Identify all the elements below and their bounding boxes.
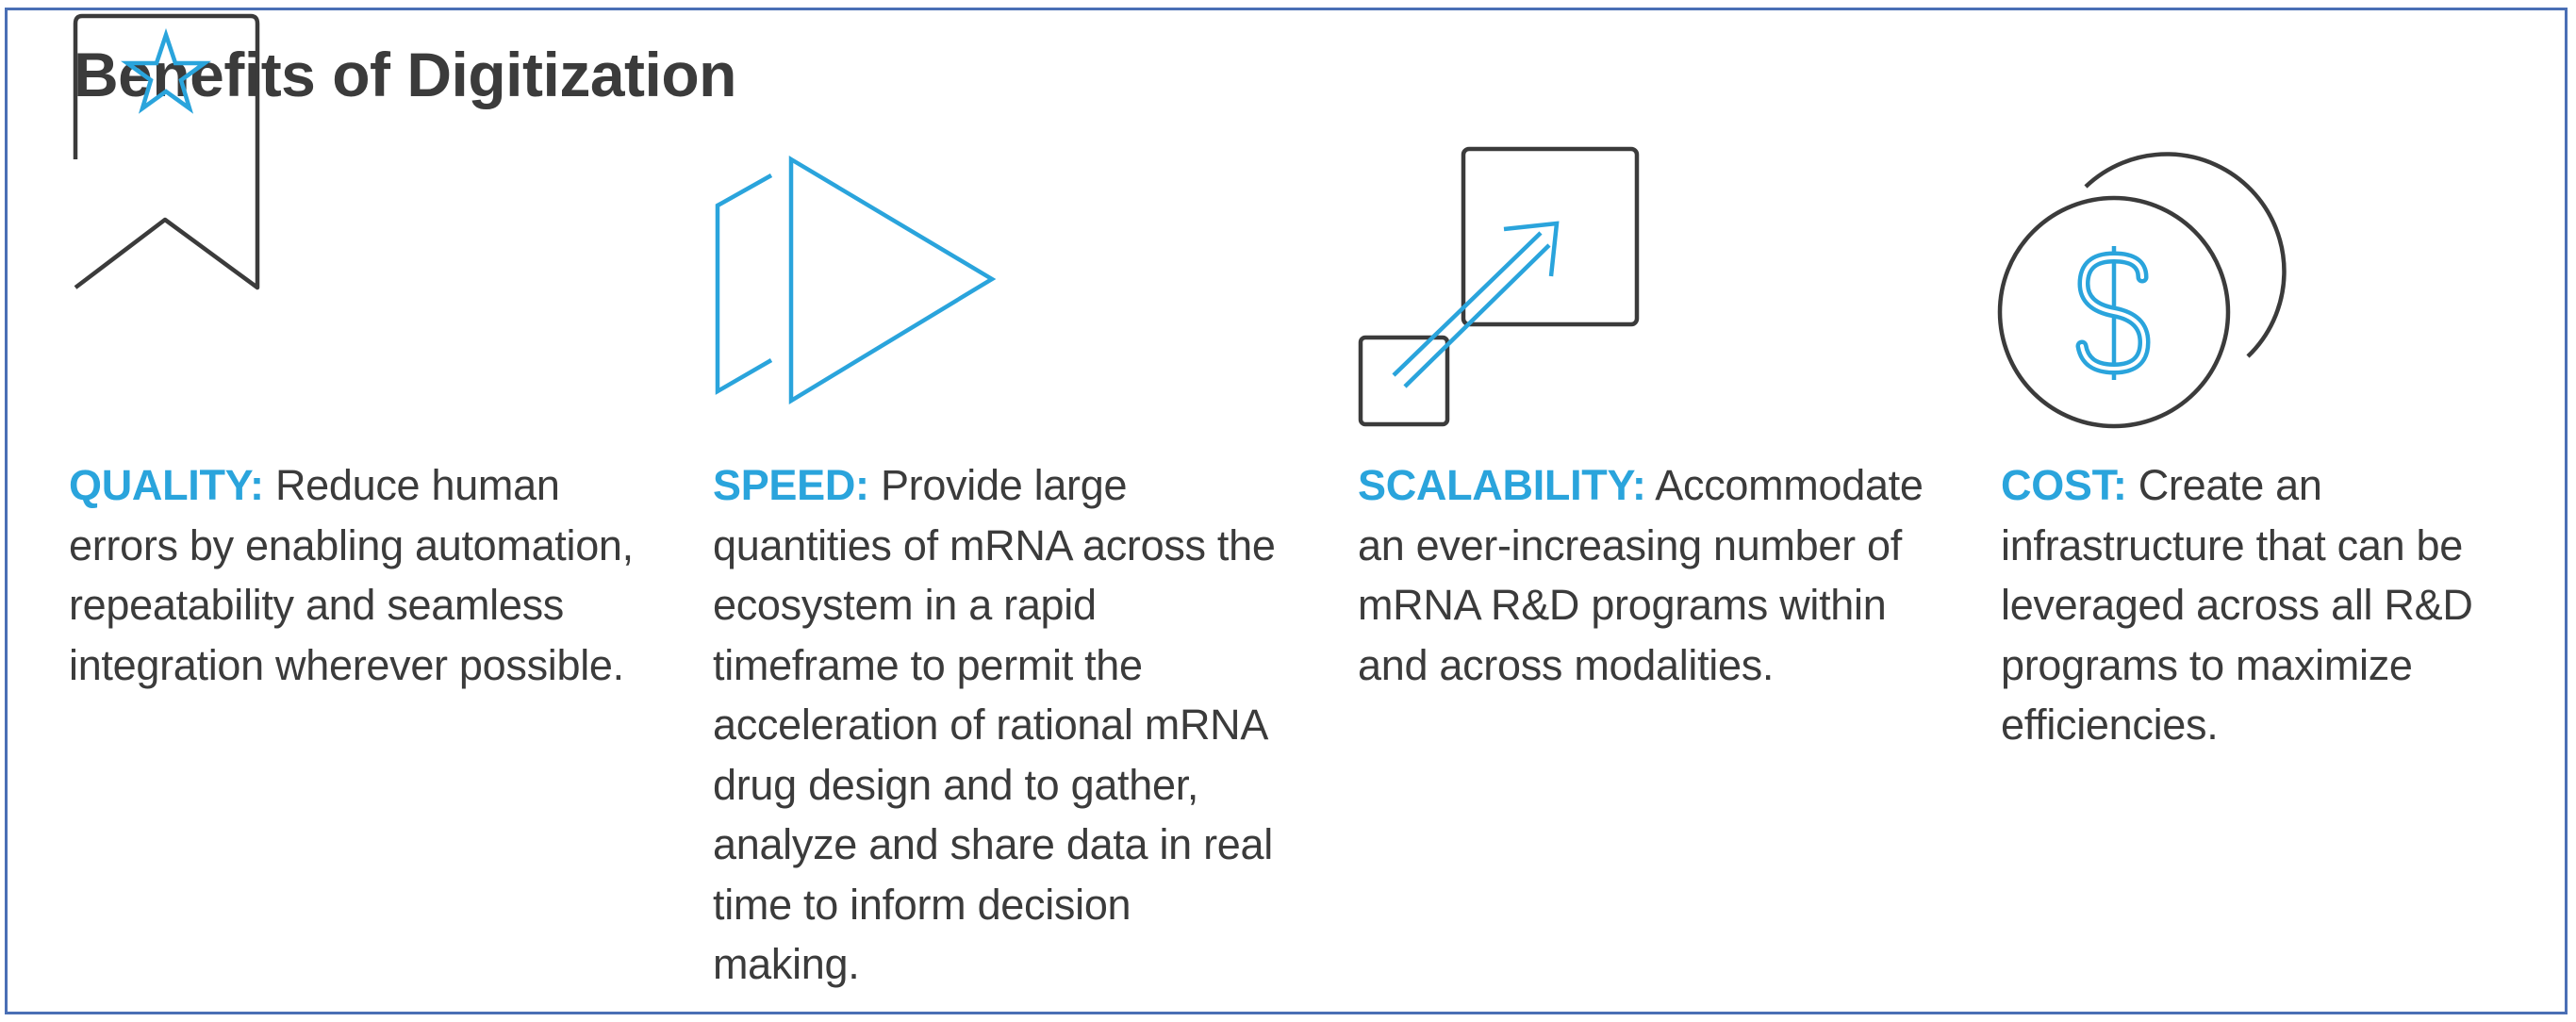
page-title: Benefits of Digitization: [74, 40, 736, 109]
fast-forward-icon: [715, 156, 997, 404]
benefit-label: SCALABILITY:: [1358, 461, 1646, 509]
benefit-description: Reduce human errors by enabling automati…: [69, 461, 634, 689]
benefit-cost: COST: Create an infrastructure that can …: [1997, 10, 2567, 1012]
benefit-label: QUALITY:: [69, 461, 264, 509]
benefits-panel: Benefits of Digitization QUALITY: Reduce…: [5, 8, 2568, 1014]
ribbon-star-icon: [73, 13, 260, 290]
scale-up-arrow-icon: [1358, 146, 1640, 427]
dollar-coins-icon: [1997, 152, 2287, 429]
benefit-text: QUALITY: Reduce human errors by enabling…: [69, 455, 635, 695]
benefit-description: Provide large quantities of mRNA across …: [713, 461, 1276, 988]
benefit-text: SCALABILITY: Accommodate an ever-increas…: [1358, 455, 1924, 695]
benefit-quality: QUALITY: Reduce human errors by enabling…: [69, 10, 635, 1012]
benefit-description: Accommodate an ever-increasing number of…: [1358, 461, 1924, 689]
benefit-text: SPEED: Provide large quantities of mRNA …: [713, 455, 1279, 995]
benefit-label: SPEED:: [713, 461, 869, 509]
benefit-speed: SPEED: Provide large quantities of mRNA …: [713, 10, 1279, 1012]
benefit-label: COST:: [2001, 461, 2127, 509]
benefit-scalability: SCALABILITY: Accommodate an ever-increas…: [1358, 10, 1924, 1012]
benefit-text: COST: Create an infrastructure that can …: [2001, 455, 2567, 755]
benefit-description: Create an infrastructure that can be lev…: [2001, 461, 2473, 749]
